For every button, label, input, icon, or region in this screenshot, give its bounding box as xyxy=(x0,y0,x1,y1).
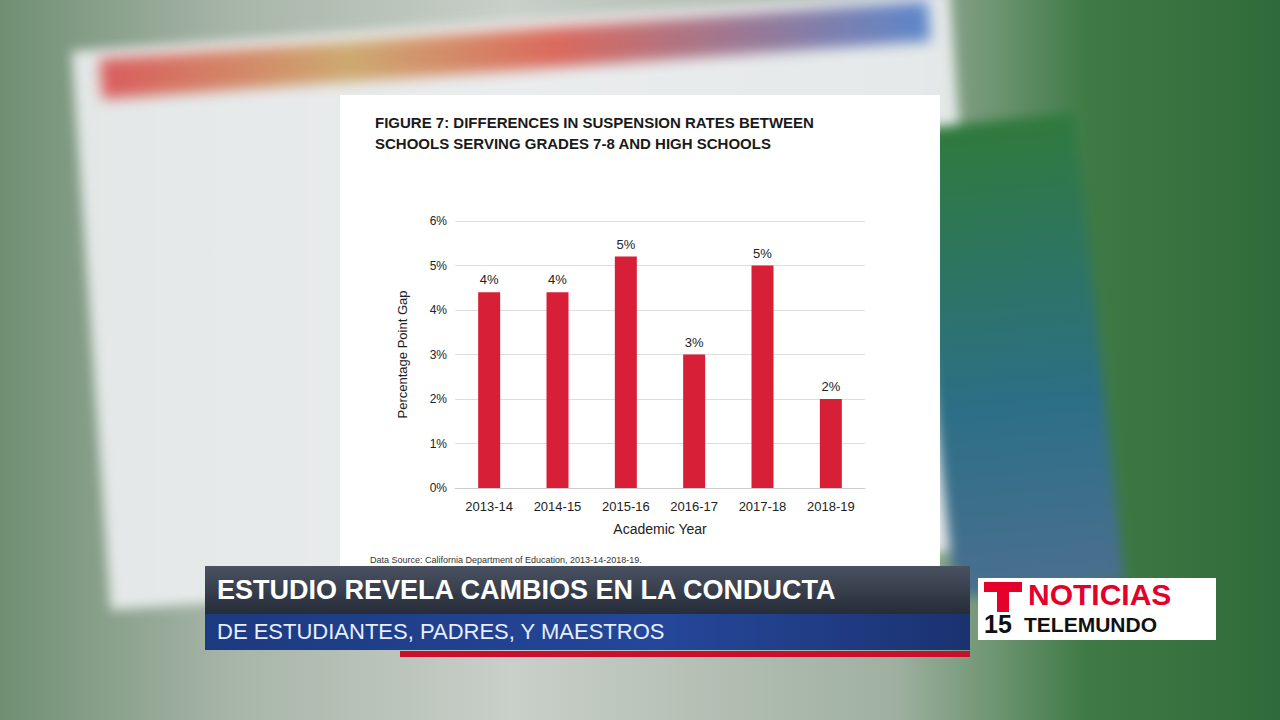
svg-text:5%: 5% xyxy=(616,237,635,252)
html-text:ESTUDIO REVELA CAMBIOS EN LA C: ESTUDIO REVELA CAMBIOS EN LA CONDUCTA xyxy=(217,575,836,605)
svg-text:Percentage Point Gap: Percentage Point Gap xyxy=(395,291,410,419)
svg-text:5%: 5% xyxy=(753,246,772,261)
html-text:DE ESTUDIANTES, PADRES, Y MAES: DE ESTUDIANTES, PADRES, Y MAESTROS xyxy=(217,619,665,644)
svg-text:4%: 4% xyxy=(430,303,448,317)
svg-text:2%: 2% xyxy=(821,379,840,394)
svg-text:6%: 6% xyxy=(430,214,448,228)
svg-text:Data Source: California Depart: Data Source: California Department of Ed… xyxy=(370,555,642,565)
svg-text:1%: 1% xyxy=(430,437,448,451)
svg-text:Academic Year: Academic Year xyxy=(613,521,707,537)
svg-text:3%: 3% xyxy=(430,348,448,362)
svg-text:2013-14: 2013-14 xyxy=(465,499,513,514)
svg-text:2016-17: 2016-17 xyxy=(670,499,718,514)
svg-text:4%: 4% xyxy=(548,272,567,287)
svg-text:2018-19: 2018-19 xyxy=(807,499,855,514)
svg-text:2015-16: 2015-16 xyxy=(602,499,650,514)
svg-text:2017-18: 2017-18 xyxy=(739,499,787,514)
svg-text:SCHOOLS SERVING GRADES 7-8 AND: SCHOOLS SERVING GRADES 7-8 AND HIGH SCHO… xyxy=(375,135,771,152)
svg-text:FIGURE 7: DIFFERENCES IN SUSPE: FIGURE 7: DIFFERENCES IN SUSPENSION RATE… xyxy=(375,114,814,131)
html-text:NOTICIAS: NOTICIAS xyxy=(1028,578,1172,611)
svg-text:2014-15: 2014-15 xyxy=(534,499,582,514)
svg-text:3%: 3% xyxy=(685,335,704,350)
svg-text:5%: 5% xyxy=(430,259,448,273)
svg-text:0%: 0% xyxy=(430,481,448,495)
html-text:15: 15 xyxy=(984,610,1012,638)
html-text:TELEMUNDO: TELEMUNDO xyxy=(1024,613,1157,636)
svg-text:4%: 4% xyxy=(480,272,499,287)
svg-text:2%: 2% xyxy=(430,392,448,406)
